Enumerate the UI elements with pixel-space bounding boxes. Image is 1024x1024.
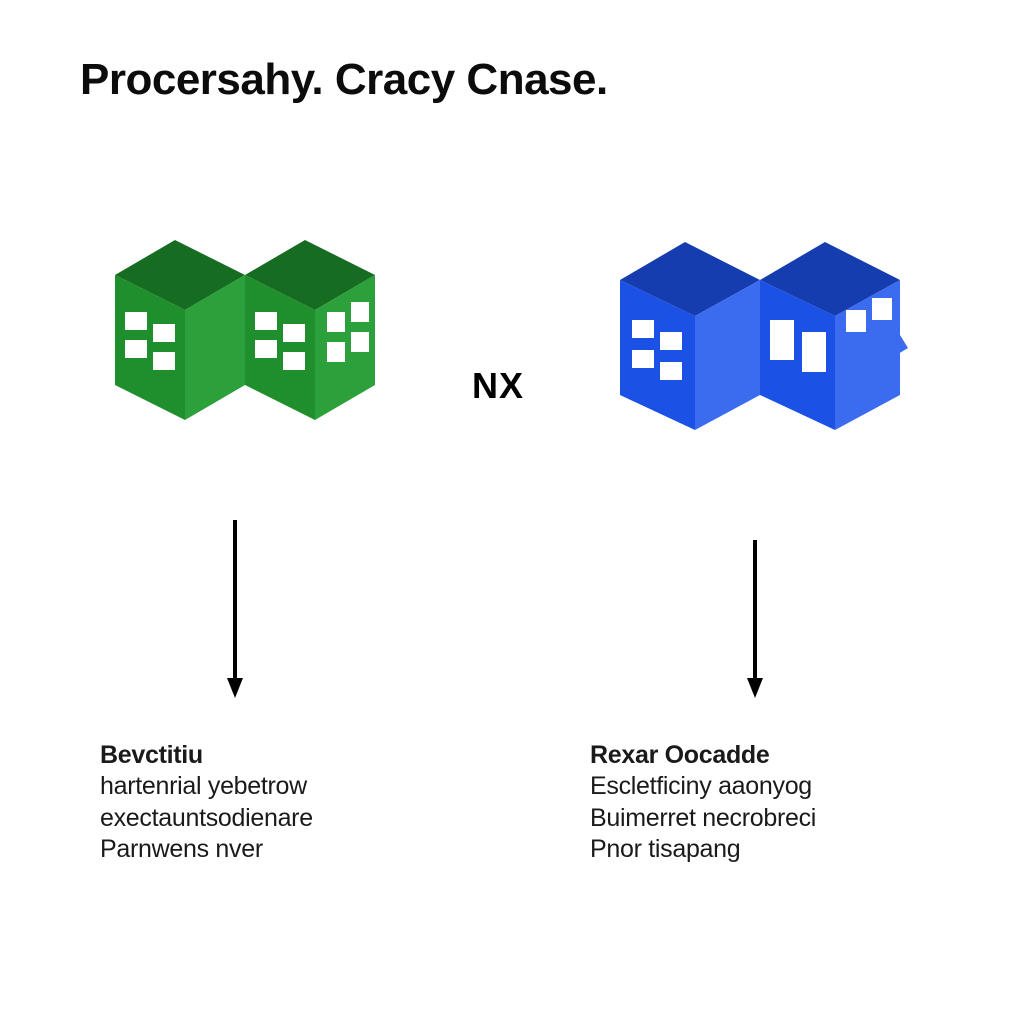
diagram-canvas: Procersahy. Cracy Cnase. [0,0,1024,1024]
right-desc-line1: Rexar Oocadde [590,740,970,771]
left-description: Bevctitiu hartenrial yebetrow exectaunts… [100,740,480,865]
page-title: Procersahy. Cracy Cnase. [80,55,608,105]
right-description: Rexar Oocadde Escletficiny aaonyog Buime… [590,740,970,865]
blue-warehouse-icon [610,220,910,460]
center-label: NX [472,365,524,407]
left-desc-line1: Bevctitiu [100,740,480,771]
left-desc-line3: exectauntsodienare [100,803,480,834]
left-arrow-icon [225,520,245,700]
right-desc-line3: Buimerret necrobreci [590,803,970,834]
left-desc-line4: Parnwens nver [100,834,480,865]
right-icon-container [610,220,910,465]
right-arrow-icon [745,540,765,700]
green-warehouse-icon [105,220,385,450]
right-desc-line2: Escletficiny aaonyog [590,771,970,802]
left-desc-line2: hartenrial yebetrow [100,771,480,802]
right-desc-line4: Pnor tisapang [590,834,970,865]
left-icon-container [95,220,395,455]
